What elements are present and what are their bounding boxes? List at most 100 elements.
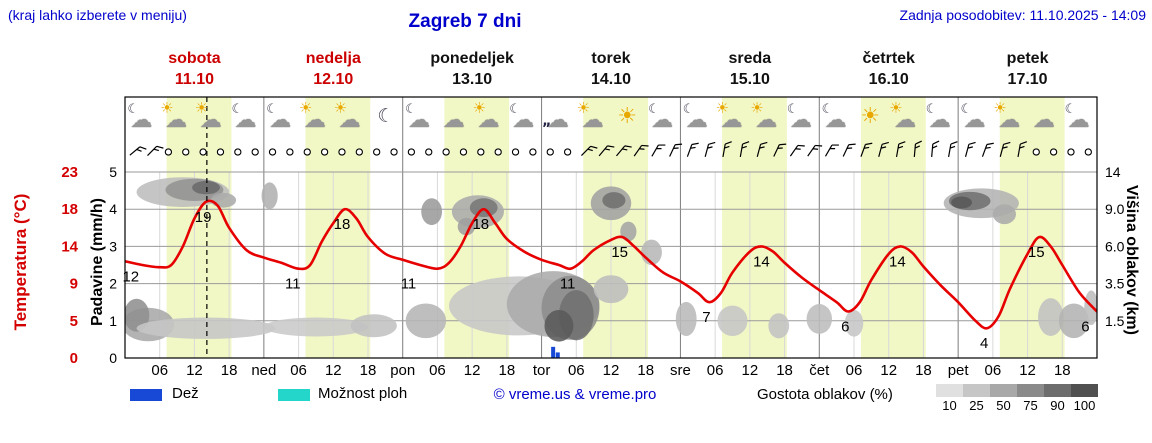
temp-value-label: 14	[889, 253, 906, 270]
wind-barb-icon	[669, 143, 683, 157]
cloud-blob	[469, 198, 498, 218]
weather-icon-moon-cloud: ☾ ☁	[402, 101, 438, 135]
cloud-glyph: ☁	[928, 108, 951, 133]
cloud-blob	[602, 192, 626, 209]
cloud-blob	[350, 314, 397, 338]
wind-calm-icon	[320, 148, 329, 156]
cloud-scale-item: 90	[1044, 384, 1071, 413]
wind-barb-icon	[789, 144, 805, 157]
day-abbr-label: tor	[533, 362, 551, 379]
weather-icon-moon-cloud: ☾ ☁	[263, 101, 299, 135]
wind-barb-icon	[878, 141, 889, 157]
cloud-scale-swatch	[936, 384, 963, 397]
wind-barb-icon	[651, 144, 666, 157]
weather-icon-cloud-drizzle: ☁”	[541, 101, 577, 137]
cloud-glyph: ☁	[963, 108, 986, 133]
wind-calm-icon	[1084, 148, 1092, 156]
cloud-scale-swatch	[990, 384, 1017, 397]
cloud-density-legend-label: Gostota oblakov (%)	[757, 386, 893, 403]
wind-barb-icon	[931, 140, 940, 158]
day-header: sobota 11.10	[168, 48, 220, 90]
weather-icon-sun-cloud: ☀ ☁	[298, 101, 334, 135]
hour-tick-label: 12	[1019, 362, 1036, 379]
hour-tick-label: 12	[186, 362, 203, 379]
temp-value-label: 11	[285, 276, 301, 293]
cloud-glyph: ☁	[408, 108, 431, 133]
sun-glyph: ☀	[472, 99, 486, 117]
precip-tick: 4	[109, 201, 117, 217]
wind-barb-icon	[129, 146, 147, 156]
wind-barb-icon	[964, 141, 976, 157]
cloud-blob	[544, 309, 574, 342]
temp-value-label: 15	[611, 244, 628, 261]
hour-tick-label: 18	[776, 362, 793, 379]
day-header: nedelja 12.10	[306, 48, 361, 90]
cloud-glyph: ☁	[338, 108, 361, 133]
cloud-scale-item: 100	[1071, 384, 1098, 413]
weather-icon-moon: ☾	[367, 101, 403, 135]
temp-tick: 23	[61, 164, 78, 181]
temp-value-label: 12	[122, 268, 139, 285]
moon-glyph: ☾	[1064, 102, 1077, 117]
cloud-height-tick: 9.0	[1105, 201, 1125, 217]
wind-calm-icon	[1032, 148, 1040, 156]
temp-value-label: 11	[560, 276, 576, 293]
weather-icon-sun-cloud: ☀ ☁	[159, 101, 195, 135]
wind-calm-icon	[355, 148, 363, 156]
day-header: četrtek 16.10	[862, 48, 914, 90]
page-title: Zagreb 7 dni	[408, 11, 522, 32]
cloud-blob	[261, 182, 278, 210]
weather-icon-moon-cloud: ☾ ☁	[506, 101, 542, 135]
cloud-glyph: ☁	[269, 108, 292, 133]
cloud-scale-swatch	[1071, 384, 1098, 397]
wind-calm-icon	[425, 148, 433, 156]
hour-tick-label: 06	[846, 362, 863, 379]
temp-value-label: 11	[401, 276, 417, 293]
weather-icon-moon-cloud: ☾ ☁	[784, 101, 820, 135]
daylight-bands	[166, 97, 1065, 358]
day-date: 14.10	[590, 71, 632, 88]
wind-barb-icon	[739, 141, 750, 158]
temp-tick: 9	[70, 276, 78, 293]
cloud-glyph: ☁	[651, 108, 674, 133]
hour-tick-label: 18	[499, 362, 516, 379]
wind-calm-icon	[529, 148, 537, 156]
sun-glyph: ☀	[298, 99, 313, 117]
hour-tick-label: 06	[290, 362, 307, 379]
copyright-link[interactable]: © vreme.us & vreme.pro	[493, 386, 657, 403]
weather-icon-sun-cloud: ☀ ☁	[333, 101, 369, 135]
cloud-glyph: ☁	[1032, 108, 1055, 133]
sun-big-glyph: ☀	[860, 104, 881, 129]
last-update-text: Zadnja posodobitev: 11.10.2025 - 14:09	[899, 7, 1146, 23]
wind-barb-icon	[913, 140, 922, 158]
cloud-glyph: ☁	[894, 108, 917, 133]
hour-tick-label: 06	[707, 362, 724, 379]
hour-tick-label: 12	[464, 362, 481, 379]
temperature-labels: 12 19 11 18 11 18 11 15 7 14 6 14 4 15 6	[122, 209, 1089, 352]
temp-tick: 18	[61, 201, 78, 218]
weather-icon-moon-cloud: ☾ ☁	[124, 101, 160, 135]
cloud-blob	[844, 309, 864, 337]
moon-glyph: ☾	[648, 102, 660, 117]
wind-row	[129, 140, 1092, 158]
cloud-glyph: ☁	[199, 108, 222, 133]
weather-icon-cloud: ☁	[1027, 101, 1063, 135]
cloud-glyph: ☁	[824, 108, 847, 133]
wind-barb-icon	[824, 144, 839, 157]
temp-value-label: 7	[702, 309, 710, 326]
weather-icon-moon-cloud: ☾ ☁	[819, 101, 855, 135]
wind-calm-icon	[216, 148, 225, 156]
wind-barb-icon	[1017, 141, 1028, 158]
day-date: 17.10	[1007, 71, 1048, 88]
cloud-glyph: ☁	[998, 108, 1021, 133]
temp-value-label: 6	[841, 319, 849, 336]
wind-calm-icon	[199, 148, 207, 156]
wind-calm-icon	[1049, 148, 1058, 156]
wind-calm-icon	[511, 148, 520, 156]
cloud-blob	[1084, 290, 1097, 326]
precip-tick: 1	[109, 313, 117, 329]
wind-barb-icon	[895, 141, 906, 158]
wind-calm-icon	[477, 148, 485, 156]
